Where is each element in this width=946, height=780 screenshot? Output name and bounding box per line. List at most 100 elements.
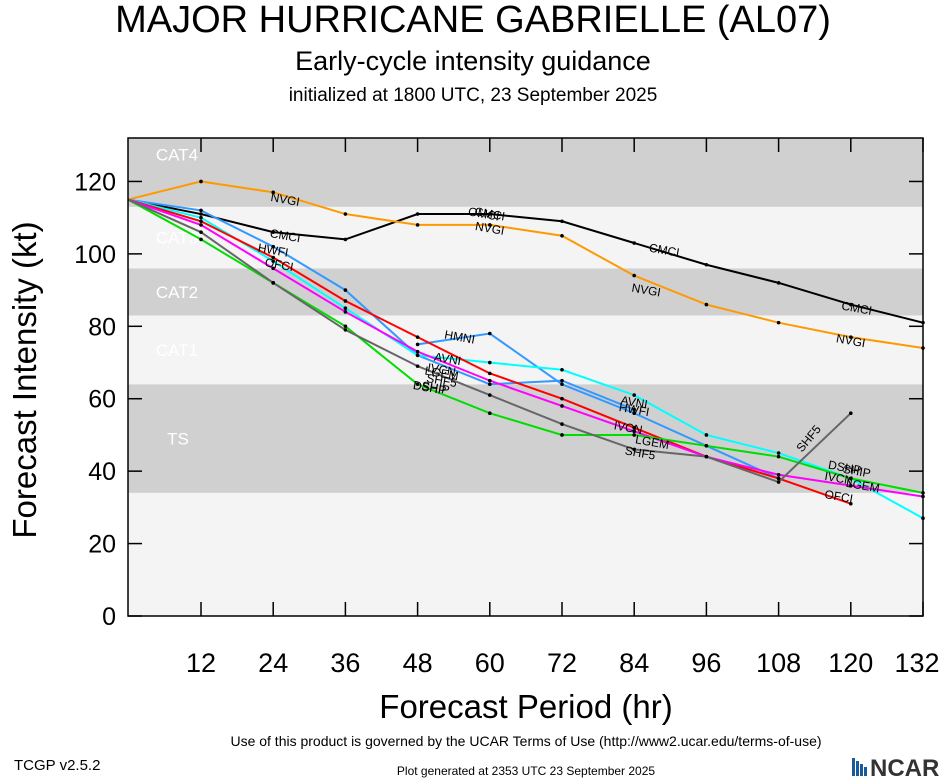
data-point-ivcn xyxy=(199,223,203,227)
series-label-cmci: CMCI xyxy=(269,226,302,245)
ncar-logo: NCAR xyxy=(852,755,939,780)
data-point-avni xyxy=(271,259,276,263)
x-tick-label: 72 xyxy=(547,648,577,678)
x-tick-label: 24 xyxy=(258,648,288,678)
band-below-ts xyxy=(128,492,923,616)
data-point-ship xyxy=(704,444,709,448)
data-point-ivcn xyxy=(271,266,276,271)
data-point-ofci xyxy=(632,425,636,430)
series-label-shf5: SHF5 xyxy=(624,443,657,462)
data-point-cmci xyxy=(849,302,853,307)
band-cat4 xyxy=(128,138,923,207)
data-point-ivcn xyxy=(632,429,636,434)
series-label-ivcn: IVCN xyxy=(613,418,644,437)
x-tick-label: 96 xyxy=(691,648,721,678)
data-point-cmci xyxy=(343,237,348,242)
series-label-ship: SHIP xyxy=(842,462,872,481)
data-point-nvgi xyxy=(632,273,636,278)
x-tick-label: 48 xyxy=(403,648,433,678)
data-point-ivcn xyxy=(560,404,564,408)
series-label-nvgi: NVGI xyxy=(270,190,301,209)
data-point-ofci xyxy=(488,371,492,376)
series-label-ofci: OFCI xyxy=(823,487,854,506)
chart-subtitle: Early-cycle intensity guidance xyxy=(295,46,651,76)
data-point-shf5 xyxy=(632,447,636,452)
series-label-dshp: DSHP xyxy=(412,378,447,398)
band-label-cat4: CAT4 xyxy=(156,145,198,164)
data-point-ivcn xyxy=(488,378,492,383)
series-label-cmci: CMCI xyxy=(473,204,506,223)
series-line-hwfi xyxy=(127,198,635,411)
data-point-ivcn xyxy=(343,310,348,314)
data-point-hwfi xyxy=(271,244,276,249)
terms-of-use: Use of this product is governed by the U… xyxy=(230,733,822,749)
data-point-shf5 xyxy=(849,411,853,416)
data-point-nvgi xyxy=(776,320,781,325)
data-point-ivcn xyxy=(415,349,420,354)
data-point-avni xyxy=(776,451,781,455)
series-label-ofci: OFCI xyxy=(264,255,295,274)
data-point-hmni xyxy=(488,331,492,336)
series-label-nvgi: NVGI xyxy=(474,219,505,238)
data-point-hwfi xyxy=(488,382,492,387)
x-tick-label: 132 xyxy=(894,648,939,678)
data-point-ofci xyxy=(199,219,203,224)
series-label-lgem: LGEM xyxy=(634,432,670,452)
series-label-ship: SHIP xyxy=(421,379,451,398)
data-point-ship xyxy=(199,237,203,242)
data-point-hmni xyxy=(560,382,564,387)
x-tick-label: 108 xyxy=(756,648,801,678)
data-point-nvgi xyxy=(271,190,276,195)
series-label-avni: AVNI xyxy=(433,350,462,368)
x-tick-label: 36 xyxy=(330,648,360,678)
band-label-cat3: CAT3 xyxy=(156,229,198,248)
band-cat3 xyxy=(128,206,923,269)
series-line-cmci xyxy=(127,198,924,324)
x-axis-label: Forecast Period (hr) xyxy=(379,688,672,725)
data-point-hwfi xyxy=(199,208,203,213)
data-point-cmci xyxy=(271,230,276,234)
data-point-hmni xyxy=(415,342,420,347)
data-point-shf5 xyxy=(343,328,348,332)
data-point-avni xyxy=(560,367,564,372)
series-line-nvgi xyxy=(127,180,924,350)
data-point-hwfi xyxy=(343,288,348,292)
data-point-ship xyxy=(776,454,781,459)
band-label-cat2: CAT2 xyxy=(156,283,198,302)
data-point-cmci xyxy=(776,281,781,285)
plot-frame xyxy=(127,137,924,617)
series-label-hwfi: HWFI xyxy=(257,241,290,260)
y-tick-label: 0 xyxy=(102,603,116,631)
data-point-cmci xyxy=(704,262,709,267)
generated-time: Plot generated at 2353 UTC 23 September … xyxy=(396,764,656,778)
y-tick-label: 40 xyxy=(88,458,116,486)
data-point-shf5 xyxy=(704,454,709,459)
data-point-shf5 xyxy=(776,480,781,484)
band-label-cat1: CAT1 xyxy=(156,341,198,360)
data-point-ship xyxy=(849,476,853,481)
data-point-nvgi xyxy=(704,302,709,307)
data-point-avni xyxy=(488,360,492,365)
data-point-cmci xyxy=(560,219,564,224)
y-tick-label: 120 xyxy=(74,168,116,196)
series-label-cmci: CMCI xyxy=(648,241,681,260)
init-time: initialized at 1800 UTC, 23 September 20… xyxy=(288,85,658,106)
series-line-avni xyxy=(127,198,924,520)
series-label-dshp: DSHP xyxy=(827,458,862,478)
data-point-ship xyxy=(415,382,420,387)
series-line-ivcn xyxy=(127,198,924,498)
data-point-nvgi xyxy=(415,223,420,227)
data-point-nvgi xyxy=(488,223,492,227)
y-tick-label: 60 xyxy=(88,386,116,414)
data-point-ofci xyxy=(271,255,276,260)
series-label-shf5: SHF5 xyxy=(425,371,458,390)
data-point-shf5 xyxy=(560,422,564,426)
data-point-ofci xyxy=(415,335,420,339)
series-label-ivcn: IVCN xyxy=(426,360,457,379)
series-label-nvgi: NVGI xyxy=(631,281,662,300)
data-point-nvgi xyxy=(560,233,564,238)
data-point-ship xyxy=(343,324,348,329)
data-point-cmci xyxy=(632,241,636,245)
data-point-ship xyxy=(632,433,636,437)
